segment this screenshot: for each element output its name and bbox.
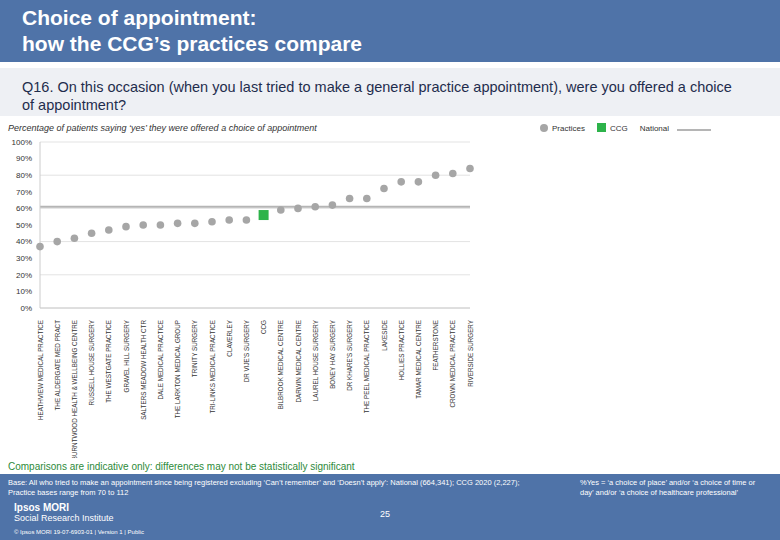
html-text:Practices: Practices	[552, 124, 585, 133]
svg-text:DARWIN MEDICAL CENTRE: DARWIN MEDICAL CENTRE	[295, 320, 302, 403]
svg-text:TRI-LINKS MEDICAL PRACTICE: TRI-LINKS MEDICAL PRACTICE	[209, 320, 216, 414]
svg-text:100%: 100%	[12, 138, 32, 147]
svg-text:20%: 20%	[16, 271, 32, 280]
html-text:Percentage of patients saying: Percentage of patients saying ‘yes’ they…	[8, 123, 317, 133]
html-text:Base: All who tried to make an: Base: All who tried to make an appointme…	[8, 478, 520, 497]
html-text:CCG: CCG	[609, 124, 628, 133]
html-text:Comparisons are indicative onl: Comparisons are indicative only: differe…	[8, 461, 355, 472]
html-text:%Yes = ‘a choice of place’ and: %Yes = ‘a choice of place’ and/or ‘a cho…	[580, 478, 756, 497]
svg-text:CLAVERLEY: CLAVERLEY	[226, 319, 233, 356]
svg-text:THE LARKTON MEDICAL GROUP: THE LARKTON MEDICAL GROUP	[174, 320, 181, 418]
svg-text:CCG: CCG	[260, 320, 267, 334]
svg-text:DR KHARE'S SURGERY: DR KHARE'S SURGERY	[346, 319, 353, 391]
svg-text:HOLLIES PRACTICE: HOLLIES PRACTICE	[398, 320, 405, 380]
html-text:© Ipsos MORI 19-07-6903-01 | V: © Ipsos MORI 19-07-6903-01 | Version 1 |…	[14, 529, 144, 535]
html-text:Ipsos MORI: Ipsos MORI	[14, 502, 69, 513]
svg-text:80%: 80%	[16, 171, 32, 180]
svg-text:GRAVEL HILL SURGERY: GRAVEL HILL SURGERY	[123, 319, 130, 392]
html-text:Q16. On this occasion (when yo: Q16. On this occasion (when you last tri…	[22, 79, 732, 113]
svg-text:DALE MEDICAL PRACTICE: DALE MEDICAL PRACTICE	[157, 320, 164, 400]
svg-text:70%: 70%	[16, 188, 32, 197]
svg-text:CROWN MEDICAL PRACTICE: CROWN MEDICAL PRACTICE	[449, 320, 456, 408]
svg-text:THE ALDERGATE MED PRACT: THE ALDERGATE MED PRACT	[54, 320, 61, 411]
svg-text:DR VIJE'S SURGERY: DR VIJE'S SURGERY	[243, 319, 250, 382]
svg-text:RIVERSIDE SURGERY: RIVERSIDE SURGERY	[467, 319, 474, 387]
svg-text:LAUREL HOUSE SURGERY: LAUREL HOUSE SURGERY	[312, 319, 319, 401]
svg-text:THE PEEL MEDICAL PRACTICE: THE PEEL MEDICAL PRACTICE	[363, 320, 370, 413]
svg-text:60%: 60%	[16, 204, 32, 213]
svg-text:TAMAR MEDICAL CENTRE: TAMAR MEDICAL CENTRE	[415, 320, 422, 399]
svg-text:50%: 50%	[16, 221, 32, 230]
svg-text:10%: 10%	[16, 287, 32, 296]
svg-text:0%: 0%	[20, 304, 32, 313]
html-text:National: National	[639, 124, 669, 133]
html-text:how the CCG’s practices compar: how the CCG’s practices compare	[22, 32, 362, 55]
svg-text:90%: 90%	[16, 154, 32, 163]
svg-text:BURNTWOOD HEALTH & WELLBEING C: BURNTWOOD HEALTH & WELLBEING CENTRE	[71, 320, 78, 458]
svg-text:THE WESTGATE PRACTICE: THE WESTGATE PRACTICE	[105, 320, 112, 403]
svg-text:LAKESIDE: LAKESIDE	[381, 320, 388, 351]
html-text:Choice of appointment:: Choice of appointment:	[22, 6, 257, 29]
svg-text:30%: 30%	[16, 254, 32, 263]
svg-text:BONEY HAY SURGERY: BONEY HAY SURGERY	[329, 319, 336, 389]
svg-text:40%: 40%	[16, 237, 32, 246]
html-text:Social Research Institute: Social Research Institute	[14, 513, 114, 523]
html-text:25: 25	[380, 509, 390, 519]
svg-text:TRINITY SURGERY: TRINITY SURGERY	[191, 319, 198, 377]
svg-text:FEATHERSTONE: FEATHERSTONE	[432, 320, 439, 371]
svg-text:SALTERS MEADOW HEALTH CTR: SALTERS MEADOW HEALTH CTR	[140, 320, 147, 420]
svg-text:HEATHVIEW MEDICAL PRACTICE: HEATHVIEW MEDICAL PRACTICE	[37, 320, 44, 420]
svg-text:BILBROOK MEDICAL CENTRE: BILBROOK MEDICAL CENTRE	[277, 320, 284, 409]
svg-text:RUSSELL HOUSE SURGERY: RUSSELL HOUSE SURGERY	[88, 319, 95, 405]
